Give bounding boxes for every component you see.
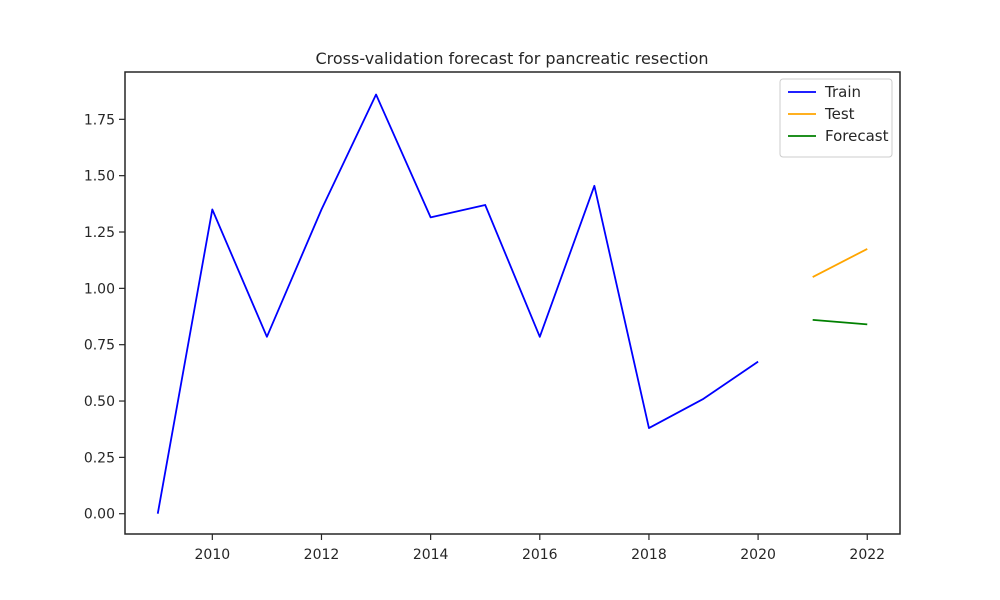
y-tick-label: 1.75 [84, 112, 115, 128]
x-tick-label: 2010 [195, 547, 231, 563]
legend-label-test: Test [824, 105, 855, 123]
axes-frame [124, 71, 901, 535]
x-tick-label: 2022 [849, 547, 885, 563]
axis-ticks: 2010 2012 2014 2016 2018 2020 2022 0.00 0.25 0.50… [84, 112, 885, 563]
series-lines [156, 93, 868, 514]
y-tick-label: 0.75 [84, 338, 115, 354]
y-tick-label: 0.25 [84, 450, 115, 466]
legend-box [779, 78, 893, 158]
x-tick-label: 2020 [740, 547, 776, 563]
series-line-test [812, 248, 868, 278]
x-tick-label: 2012 [304, 547, 340, 563]
x-tick-label: 2014 [413, 547, 449, 563]
y-tick-label: 0.00 [84, 507, 115, 523]
y-tick-label: 1.25 [84, 225, 115, 241]
y-tick-label: 1.50 [84, 169, 115, 185]
chart-title: Cross-validation forecast for pancreatic… [315, 49, 708, 68]
legend-label-train: Train [824, 83, 861, 101]
series-line-forecast [812, 319, 868, 326]
legend: Train Test Forecast [779, 78, 893, 158]
y-tick-label: 1.00 [84, 281, 115, 297]
y-tick-label: 0.50 [84, 394, 115, 410]
x-tick-label: 2018 [631, 547, 667, 563]
legend-label-forecast: Forecast [825, 127, 889, 145]
series-line-train [156, 93, 759, 514]
x-tick-label: 2016 [522, 547, 558, 563]
